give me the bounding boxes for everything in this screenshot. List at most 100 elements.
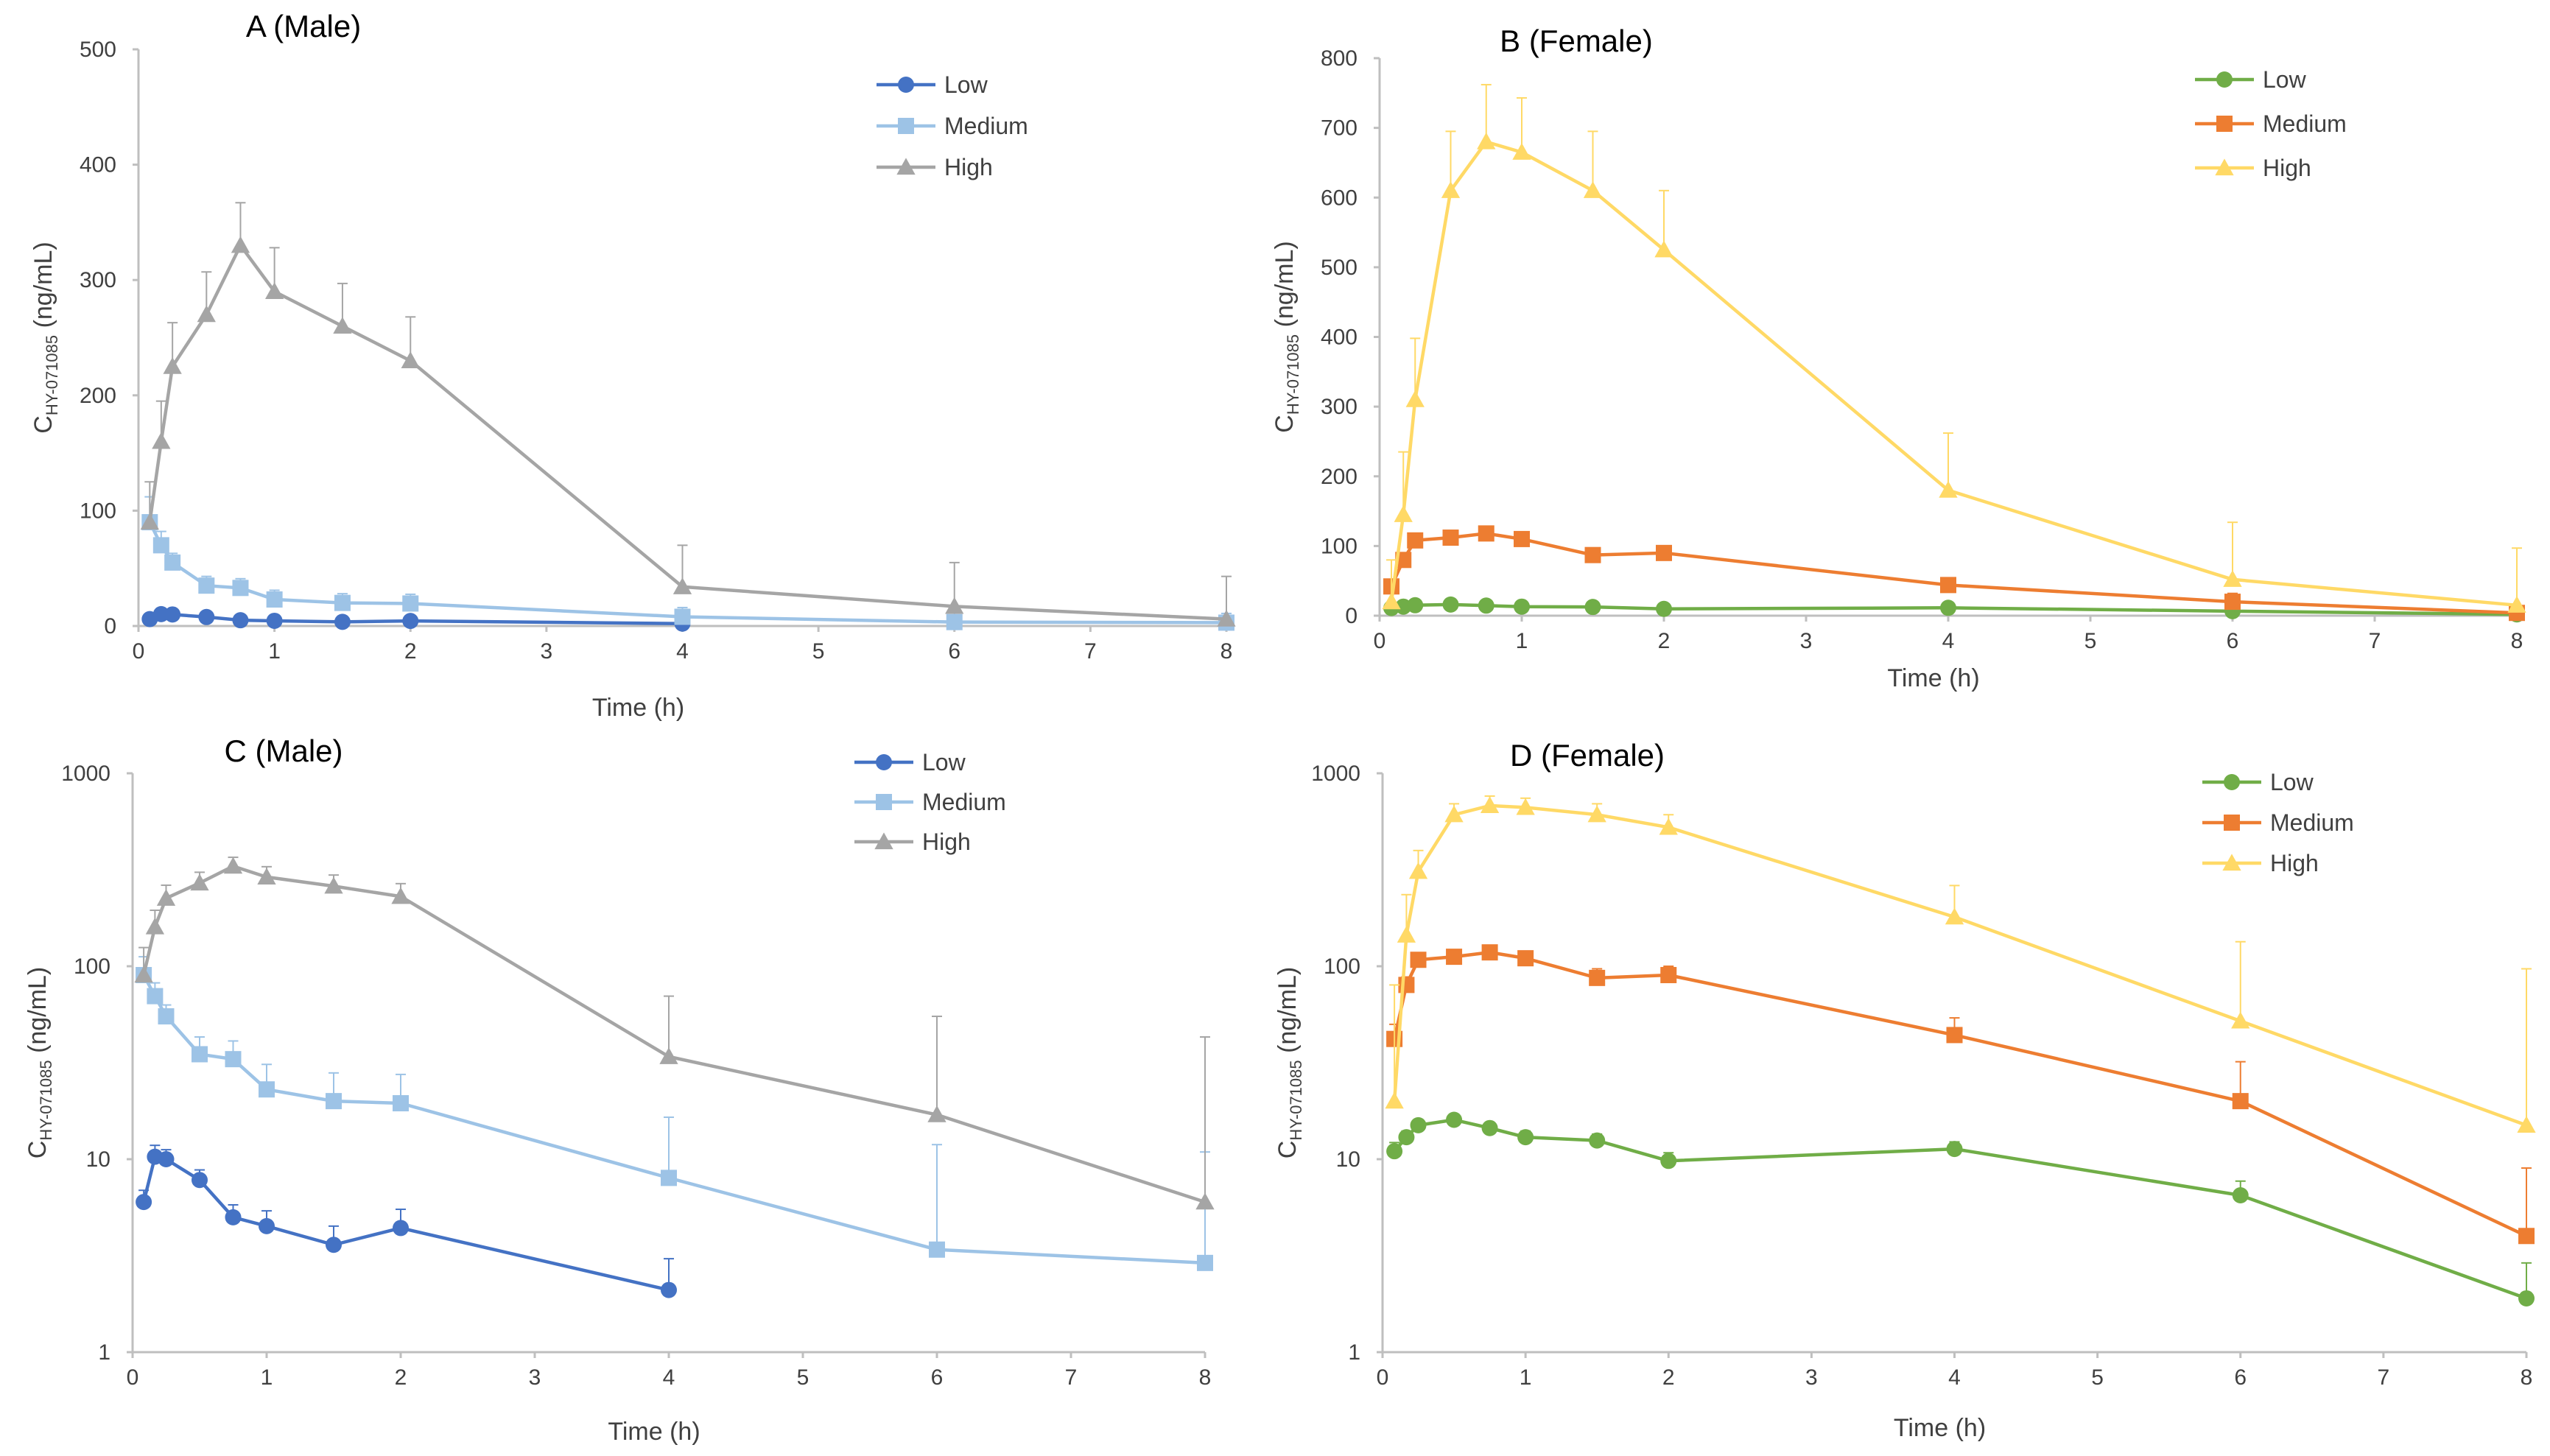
data-point: [1197, 1254, 1213, 1271]
data-point: [1583, 181, 1603, 198]
legend-label: Medium: [922, 789, 1006, 815]
y-axis-label-unit: (ng/mL): [24, 967, 52, 1061]
y-tick-label: 1: [1348, 1340, 1360, 1365]
data-point: [1410, 952, 1427, 968]
x-tick-label: 3: [1800, 629, 1813, 653]
data-point: [1480, 796, 1500, 814]
x-tick-label: 8: [2511, 629, 2523, 653]
y-tick-label: 500: [80, 38, 116, 62]
legend-marker: [2224, 815, 2240, 831]
y-tick-label: 600: [1321, 186, 1357, 210]
data-point: [231, 236, 250, 253]
y-tick-label: 100: [74, 954, 110, 979]
data-point: [158, 1008, 175, 1025]
x-tick-label: 6: [948, 639, 960, 664]
series-low: [1383, 596, 2525, 623]
data-point: [326, 1093, 342, 1110]
data-point: [659, 1047, 678, 1064]
x-tick-label: 4: [676, 639, 689, 664]
y-axis-label-unit: (ng/mL): [1274, 967, 1302, 1061]
chart-panel-a: 0 1 2 3 4 5 6 7 8 0 100 200 300 400 500 A (Male) Time (h…: [29, 9, 1236, 722]
data-point: [1659, 817, 1678, 835]
data-point: [1382, 592, 1401, 610]
x-tick-label: 8: [1220, 639, 1233, 664]
data-point: [1589, 969, 1606, 986]
data-point: [1477, 132, 1496, 150]
x-tick-label: 5: [797, 1365, 809, 1390]
data-point: [1478, 525, 1494, 542]
data-point: [164, 554, 181, 571]
legend-label: Low: [944, 71, 988, 98]
chart-panel-b: 0 1 2 3 4 5 6 7 8 0 100 200 300 400 500 600 700 800 B (Fem…: [1271, 24, 2526, 692]
data-point: [2518, 1290, 2535, 1306]
x-tick-label: 5: [812, 639, 825, 664]
legend-marker: [896, 158, 916, 175]
x-tick-label: 0: [1377, 1365, 1389, 1390]
series-medium: [136, 956, 1213, 1271]
y-tick-label: 0: [104, 614, 116, 639]
data-point: [145, 917, 165, 935]
data-point: [1940, 577, 1956, 594]
data-point: [391, 887, 410, 904]
data-point: [1584, 599, 1601, 616]
data-point: [1514, 530, 1530, 547]
legend-label: Low: [922, 749, 966, 776]
data-point: [334, 594, 351, 611]
y-tick-label: 1: [98, 1340, 110, 1365]
x-axis-label: Time (h): [592, 694, 684, 722]
data-point: [152, 605, 169, 622]
data-point: [1660, 1153, 1677, 1170]
data-point: [946, 613, 963, 630]
data-point: [1444, 805, 1464, 823]
data-point: [232, 612, 249, 629]
data-point: [156, 889, 176, 906]
data-point: [2507, 596, 2526, 613]
x-tick-label: 3: [1805, 1365, 1818, 1390]
data-point: [326, 1237, 342, 1253]
y-tick-label: 1000: [61, 762, 110, 786]
data-point: [402, 595, 419, 612]
x-tick-label: 7: [2369, 629, 2381, 653]
data-point: [1386, 1143, 1403, 1160]
x-tick-label: 6: [931, 1365, 944, 1390]
data-point: [192, 1046, 208, 1063]
y-axis-label-subscript: HY-071085: [1287, 1060, 1305, 1140]
x-tick-label: 4: [663, 1365, 675, 1390]
data-point: [197, 305, 216, 323]
data-point: [1446, 1111, 1463, 1128]
data-point: [1946, 1027, 1963, 1044]
y-axis-label-unit: (ng/mL): [29, 242, 57, 335]
x-tick-label: 5: [2084, 629, 2097, 653]
chart-title: B (Female): [1500, 24, 1653, 58]
data-point: [232, 580, 249, 597]
series-high: [134, 857, 1215, 1210]
data-point: [1589, 1132, 1606, 1149]
legend-label: High: [922, 829, 971, 855]
y-tick-label: 700: [1321, 116, 1357, 141]
x-tick-label: 1: [261, 1365, 273, 1390]
y-tick-label: 400: [1321, 326, 1357, 350]
data-point: [1407, 597, 1424, 613]
y-axis-label-subscript: HY-071085: [1284, 334, 1302, 415]
data-point: [1939, 481, 1958, 498]
data-point: [1946, 1141, 1963, 1158]
data-point: [1397, 926, 1416, 943]
data-point: [1441, 181, 1461, 198]
data-point: [2223, 570, 2242, 587]
data-point: [152, 432, 171, 449]
x-tick-label: 0: [133, 639, 145, 664]
series-high: [1385, 795, 2536, 1133]
data-point: [2224, 594, 2241, 611]
data-point: [401, 351, 420, 368]
x-tick-label: 1: [1520, 1365, 1532, 1390]
data-point: [1442, 530, 1459, 546]
data-point: [190, 873, 209, 891]
series-low: [136, 1144, 677, 1298]
x-tick-label: 0: [1374, 629, 1386, 653]
data-point: [266, 612, 283, 629]
data-point: [1656, 600, 1672, 617]
data-point: [147, 988, 164, 1005]
data-point: [333, 317, 352, 334]
